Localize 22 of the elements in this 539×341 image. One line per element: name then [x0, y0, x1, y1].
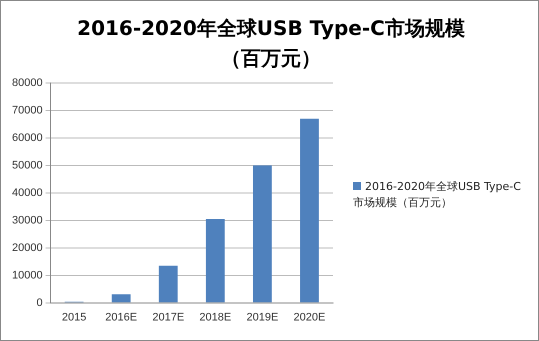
y-tick-label: 20000 [12, 242, 43, 254]
y-tick-label: 70000 [12, 104, 43, 117]
x-tick-label: 2017E [152, 311, 184, 324]
y-tick-label: 80000 [12, 77, 43, 90]
bar [300, 118, 319, 302]
y-tick-label: 30000 [12, 214, 43, 226]
y-tick-label: 50000 [12, 159, 43, 172]
chart-title: 2016-2020年全球USB Type-C市场规模（百万元） [76, 15, 466, 72]
y-tick-label: 0 [36, 296, 43, 309]
legend-label: 2016-2020年全球USB Type-C市场规模（百万元） [353, 179, 521, 211]
bar [112, 294, 131, 302]
bar [252, 165, 272, 302]
y-tick-label: 60000 [12, 132, 43, 144]
y-tick-label: 40000 [12, 186, 43, 199]
x-tick-label: 2018E [199, 311, 232, 324]
y-tick-label: 10000 [12, 269, 43, 282]
x-tick-label: 2016E [105, 311, 138, 324]
x-tick-label: 2019E [246, 311, 278, 324]
x-tick-label: 2015 [62, 311, 86, 324]
bar [206, 219, 225, 302]
x-tick-label: 2020E [294, 311, 326, 324]
bar [158, 266, 178, 302]
